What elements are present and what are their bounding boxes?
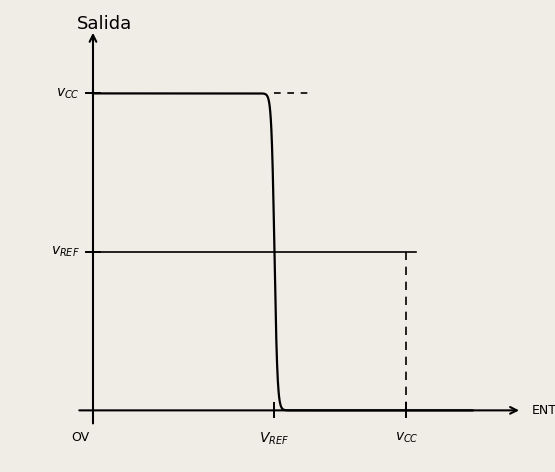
Text: ENTRADA: ENTRADA bbox=[532, 404, 555, 417]
Text: Salida: Salida bbox=[77, 15, 132, 33]
Text: OV: OV bbox=[72, 431, 90, 444]
Text: $V_{REF}$: $V_{REF}$ bbox=[259, 431, 290, 447]
Text: $v_{CC}$: $v_{CC}$ bbox=[56, 86, 80, 101]
Text: $v_{CC}$: $v_{CC}$ bbox=[395, 431, 418, 446]
Text: $v_{REF}$: $v_{REF}$ bbox=[51, 244, 80, 259]
